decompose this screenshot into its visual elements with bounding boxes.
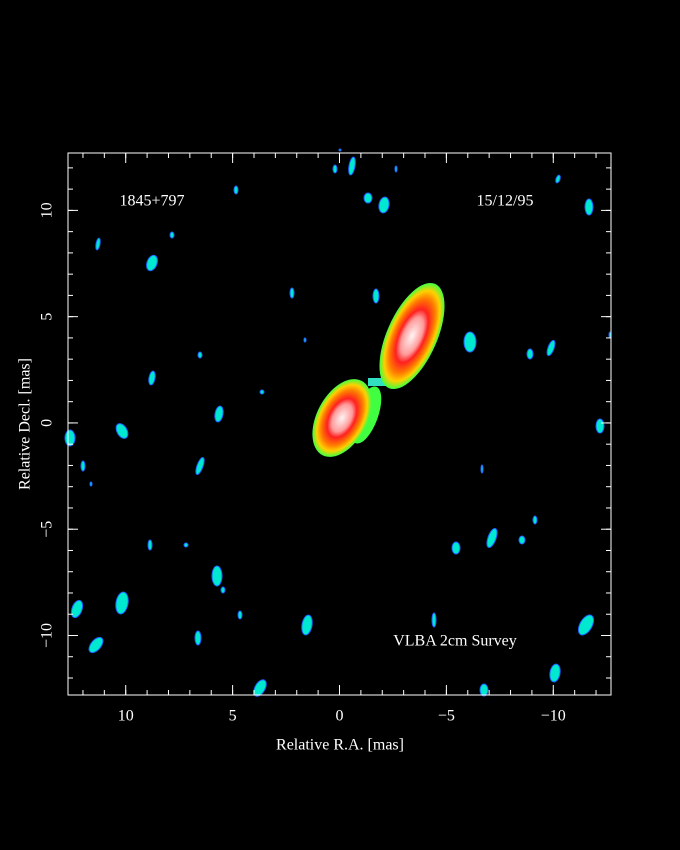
noise-blob (546, 339, 556, 357)
noise-blob (197, 351, 203, 359)
noise-blob (169, 231, 175, 239)
source (312, 282, 445, 457)
source-label: 1845+797 (119, 193, 184, 210)
x-tick-label: −5 (438, 708, 455, 725)
noise-blob (532, 515, 538, 525)
survey-label: VLBA 2cm Survey (393, 633, 517, 650)
noise-blob (220, 586, 226, 594)
noise-blob (194, 630, 202, 646)
noise-blob (148, 370, 156, 386)
noise-blob (301, 614, 313, 636)
y-tick-label: 10 (39, 202, 56, 218)
x-tick-label: 5 (229, 708, 237, 725)
noise-blob (211, 565, 223, 587)
noise-features (64, 148, 612, 697)
noise-blob (89, 481, 93, 487)
noise-blob (214, 405, 224, 423)
noise-blob (584, 198, 594, 216)
noise-blob (378, 196, 390, 214)
x-tick-label: 0 (336, 708, 344, 725)
noise-blob (372, 288, 380, 304)
y-axis-label: Relative Decl. [mas] (17, 358, 34, 490)
noise-blob (549, 663, 561, 683)
noise-blob (526, 348, 534, 360)
noise-blob (480, 464, 484, 474)
noise-blob (479, 683, 489, 697)
noise-blob (88, 636, 104, 654)
x-axis-label: Relative R.A. [mas] (276, 737, 404, 754)
noise-blob (486, 528, 498, 548)
noise-blob (431, 612, 437, 628)
noise-blob (577, 614, 595, 636)
noise-blob (80, 460, 86, 472)
noise-blob (95, 237, 101, 251)
noise-blob (518, 535, 526, 545)
x-tick-label: −10 (541, 708, 566, 725)
noise-blob (363, 192, 373, 204)
noise-blob (338, 148, 342, 152)
noise-blob (595, 418, 605, 434)
noise-blob (463, 331, 477, 353)
noise-blob (115, 591, 129, 615)
noise-blob (115, 423, 129, 439)
y-tick-label: −5 (39, 521, 56, 538)
noise-blob (253, 679, 267, 697)
noise-blob (147, 539, 153, 551)
noise-blob (289, 287, 295, 299)
noise-blob (64, 429, 76, 447)
noise-blob (555, 174, 561, 184)
noise-blob (70, 599, 84, 619)
noise-blob (303, 337, 307, 343)
noise-blob (195, 456, 205, 476)
noise-blob (259, 389, 265, 395)
noise-blob (332, 164, 338, 174)
date-label: 15/12/95 (477, 193, 534, 210)
y-tick-label: 0 (39, 419, 56, 427)
noise-blob (233, 185, 239, 195)
noise-blob (237, 610, 243, 620)
y-tick-label: −10 (39, 623, 56, 648)
noise-blob (183, 542, 189, 548)
x-tick-label: 10 (118, 708, 134, 725)
noise-blob (451, 541, 461, 555)
noise-blob (146, 254, 158, 272)
noise-blob (348, 156, 356, 176)
noise-blob (394, 165, 398, 173)
y-tick-label: 5 (39, 313, 56, 321)
